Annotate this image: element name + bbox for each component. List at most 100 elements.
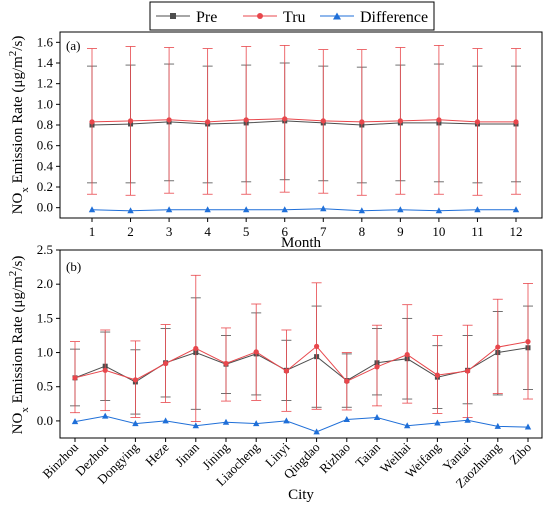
panel-a-ytick-label: 0.2 [37,179,53,194]
panel-b-difference-point [192,422,199,429]
panel-b-difference-point [102,412,109,419]
panel-a-difference-point [320,205,327,212]
panel-a-difference-point [474,206,481,213]
panel-a-tru-line [91,118,516,123]
panel-b-series-pre [70,297,533,415]
panel-a-ytick-label: 0.6 [37,138,54,153]
panel-b-tru-point [193,345,199,352]
panel-a-xtick-label: 12 [510,224,523,239]
panel-a-difference-point [204,206,211,213]
panel-a-xtick-label: 2 [127,224,134,239]
legend-tru-marker [257,13,263,19]
panel-a-xtick-label: 1 [89,224,96,239]
panel-b-tru-point [253,349,259,355]
panel-a-difference-point [512,206,520,213]
panel-a-ylabel-end: /s) [10,36,26,51]
panel-b-xlabel: City [288,487,314,503]
panel-b-tru-point [374,364,380,370]
panel-b: (b) City NOx Emission Rate (μg/m2/s) 0.0… [7,242,543,503]
legend-difference-label: Difference [360,9,428,26]
legend-box [149,1,435,31]
panel-a-tru-point [513,119,519,125]
panel-b-ytick-label: 2.0 [37,276,53,291]
panel-b-tru-point [314,343,320,349]
panel-b-series-tru [70,274,533,422]
panel-b-difference-point [524,423,532,430]
panel-a-ytick-label: 0.4 [37,158,54,173]
panel-a-tag: (a) [66,38,80,53]
panel-b-tru-point [132,377,138,383]
panel-b-difference-point [343,416,350,423]
panel-a-tru-point [166,117,172,123]
panel-a-tru-point [243,117,249,123]
panel-b-ylabel: NOx Emission Rate (μg/m2/s) [7,256,31,435]
panel-b-ylabel-end: /s) [10,256,26,271]
panel-b-tru-point [404,351,410,358]
panel-b-difference-point [253,420,260,427]
panel-b-difference-point [132,420,139,427]
panel-a-xtick-label: 11 [471,224,484,239]
panel-a-ylabel-sub: x [19,187,31,193]
panel-b-tru-point [344,378,350,384]
panel-a-difference-point [397,206,404,213]
panel-b-ylabel-main: NO [10,412,26,434]
panel-b-difference-point [373,413,381,420]
panel-a-difference-line [91,208,516,212]
legend-pre-marker [170,13,176,19]
legend-difference-marker [333,12,341,20]
panel-a-series-pre [87,62,521,184]
panel-b-difference-point [162,417,169,424]
panel-a-tru-point [205,119,211,125]
panel-b-difference-point [434,419,441,426]
panel-b-tru-point [495,344,501,350]
panel-b-difference-point [464,416,471,423]
panel-b-xtick-label: Rizhao [316,440,353,477]
panel-a-difference-point [127,207,134,214]
panel-a-xlabel: Month [281,235,322,251]
panel-a-difference-point [242,206,250,213]
panel-a-ytick-label: 1.6 [37,34,54,49]
panel-a-ylabel-rest: Emission Rate (μg/m [10,56,26,187]
panel-a-pre-line [91,120,516,126]
panel-a-difference-point [435,207,443,214]
panel-b-tru-point [223,360,229,367]
panel-b-difference-point [71,418,79,425]
panel-a-xtick-label: 9 [397,224,404,239]
panel-b-pre-line [74,347,529,383]
panel-b-difference-point [313,428,320,435]
panel-a-xtick-label: 3 [166,224,173,239]
panel-a-ylabel: NOx Emission Rate (μg/m2/s) [7,36,31,215]
panel-a-series-tru [87,45,521,196]
panel-b-difference-line [74,415,529,433]
panel-a-ytick-label: 0.0 [37,200,53,215]
panel-a-ylabel-sup: 2 [7,51,19,57]
panel-a-tru-point [436,117,442,123]
panel-a-tru-point [359,119,365,125]
panel-b-tag: (b) [66,259,81,274]
panel-a-difference-point [165,206,173,213]
panel-b-xtick-label: Heze [142,439,172,469]
panel-a-xtick-label: 8 [359,224,366,239]
panel-b-tru-point [72,375,78,381]
legend-item-pre: Pre [156,9,217,26]
panel-a-difference-point [281,206,288,213]
panel-b-xtick-label: Binzhou [39,439,81,481]
legend-pre-label: Pre [196,9,217,26]
legend-item-difference: Difference [320,9,428,26]
panel-a-difference-point [88,206,96,213]
panel-b-ylabel-sub: x [19,407,31,413]
panel-a-tru-point [320,118,326,124]
panel-a-ytick-label: 1.2 [37,76,53,91]
panel-b-tru-point [465,368,471,374]
panel-b-tru-point [163,360,169,367]
panel-a-xtick-label: 10 [432,224,445,239]
panel-a-ytick-label: 1.4 [37,55,54,70]
panel-b-ytick-label: 1.5 [37,310,53,325]
panel-b-ytick-label: 0.5 [37,379,53,394]
panel-b-difference-point [494,422,501,429]
panel-a-xtick-label: 5 [243,224,250,239]
panel-a: (a) Month NOx Emission Rate (μg/m2/s) 0.… [7,31,543,251]
panel-b-tru-point [283,368,289,374]
panel-b-series-difference [71,412,532,435]
